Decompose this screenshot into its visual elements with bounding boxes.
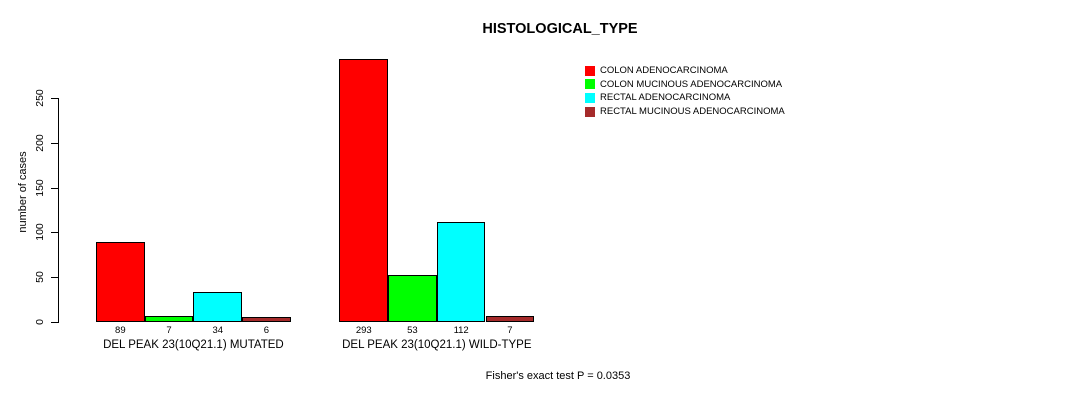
legend-swatch: [585, 79, 595, 90]
y-axis-tick-label: 50: [34, 271, 46, 284]
bar-value-label: 6: [263, 325, 270, 336]
bar: [242, 316, 291, 322]
y-axis-tick-label: 150: [34, 178, 46, 197]
y-axis-title: number of cases: [17, 151, 29, 233]
y-axis-tick: [51, 142, 58, 144]
bar: [96, 242, 145, 322]
bar-value-label: 293: [355, 325, 372, 336]
y-axis-line: [58, 98, 59, 323]
y-axis-tick-label: 0: [34, 319, 46, 325]
bar: [144, 315, 194, 322]
legend-item: RECTAL ADENOCARCINOMA: [585, 91, 785, 105]
legend-item: COLON MUCINOUS ADENOCARCINOMA: [585, 78, 785, 92]
bar-value-label: 7: [507, 325, 513, 336]
bar: [339, 59, 389, 322]
legend-swatch: [585, 92, 595, 103]
x-axis-group-label: DEL PEAK 23(10Q21.1) WILD-TYPE: [342, 339, 532, 351]
y-axis-tick: [51, 232, 58, 234]
y-axis-tick: [51, 98, 58, 99]
bar-value-label: 34: [212, 325, 224, 336]
legend-item: COLON ADENOCARCINOMA: [585, 64, 785, 78]
bar-value-label: 89: [115, 325, 126, 336]
y-axis-tick-label: 100: [34, 223, 46, 242]
legend-label: RECTAL ADENOCARCINOMA: [600, 92, 731, 104]
bar: [388, 274, 437, 322]
bar: [485, 315, 535, 322]
bar: [193, 291, 243, 322]
legend-label: COLON MUCINOUS ADENOCARCINOMA: [600, 78, 783, 90]
footer-annotation: Fisher's exact test P = 0.0353: [485, 370, 631, 382]
legend-label: RECTAL MUCINOUS ADENOCARCINOMA: [600, 106, 785, 118]
y-axis-tick: [51, 322, 58, 323]
legend-label: COLON ADENOCARCINOMA: [600, 65, 728, 77]
bar-value-label: 53: [407, 325, 418, 336]
y-axis-tick-label: 200: [34, 134, 46, 152]
y-axis-tick: [51, 187, 58, 189]
legend-item: RECTAL MUCINOUS ADENOCARCINOMA: [585, 105, 785, 119]
bar-value-label: 112: [453, 325, 469, 336]
x-axis-group-label: DEL PEAK 23(10Q21.1) MUTATED: [103, 339, 284, 351]
legend: COLON ADENOCARCINOMA COLON MUCINOUS ADENO…: [585, 64, 785, 118]
bar: [436, 221, 486, 322]
y-axis-tick-label: 250: [34, 89, 46, 107]
legend-swatch: [585, 65, 595, 76]
chart-title: HISTOLOGICAL_TYPE: [482, 21, 638, 37]
bar-value-label: 7: [166, 325, 172, 336]
y-axis-tick: [51, 277, 58, 279]
legend-swatch: [585, 106, 595, 117]
